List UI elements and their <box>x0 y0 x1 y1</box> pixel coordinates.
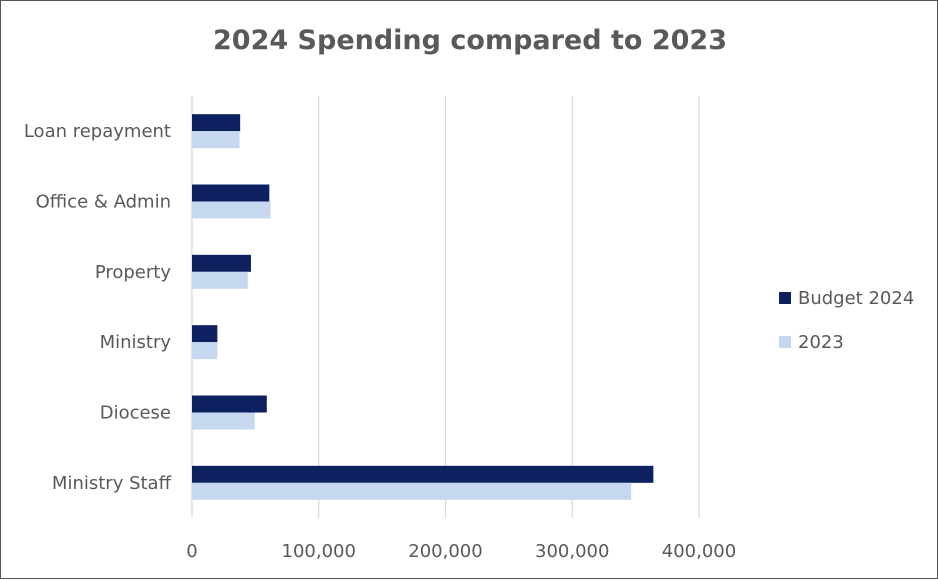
x-tick-label-200-000: 200,000 <box>408 541 482 562</box>
y-category-label-ministry-staff: Ministry Staff <box>52 473 172 494</box>
legend-item-budget-2024: Budget 2024 <box>779 287 914 309</box>
x-tick-label-400-000: 400,000 <box>662 541 736 562</box>
legend-swatch-2023 <box>779 336 791 348</box>
bar-2023-office-admin <box>192 201 271 219</box>
x-tick-label-0: 0 <box>186 541 197 562</box>
bar-budget-2024-loan-repayment <box>192 114 241 132</box>
bar-2023-ministry <box>192 342 218 360</box>
bar-2023-diocese <box>192 412 255 430</box>
bar-budget-2024-property <box>192 254 251 272</box>
bar-2023-ministry-staff <box>192 482 632 500</box>
y-category-label-loan-repayment: Loan repayment <box>24 121 171 142</box>
legend-item-2023: 2023 <box>779 331 914 353</box>
legend-label-2023: 2023 <box>798 331 844 353</box>
bar-2023-property <box>192 271 248 289</box>
chart-title: 2024 Spending compared to 2023 <box>213 25 727 56</box>
bar-2023-loan-repayment <box>192 131 240 149</box>
bar-budget-2024-ministry <box>192 325 218 343</box>
y-category-label-property: Property <box>95 262 172 283</box>
y-category-label-office-admin: Office & Admin <box>36 192 171 213</box>
legend: Budget 2024 2023 <box>779 287 914 375</box>
x-tick-label-300-000: 300,000 <box>535 541 609 562</box>
x-tick-label-100-000: 100,000 <box>282 541 356 562</box>
y-category-label-ministry: Ministry <box>100 332 172 353</box>
bar-budget-2024-diocese <box>192 395 267 413</box>
bar-budget-2024-office-admin <box>192 184 270 202</box>
bar-budget-2024-ministry-staff <box>192 465 654 483</box>
y-category-label-diocese: Diocese <box>100 403 171 424</box>
legend-label-budget-2024: Budget 2024 <box>798 287 915 309</box>
legend-swatch-budget-2024 <box>779 292 791 304</box>
